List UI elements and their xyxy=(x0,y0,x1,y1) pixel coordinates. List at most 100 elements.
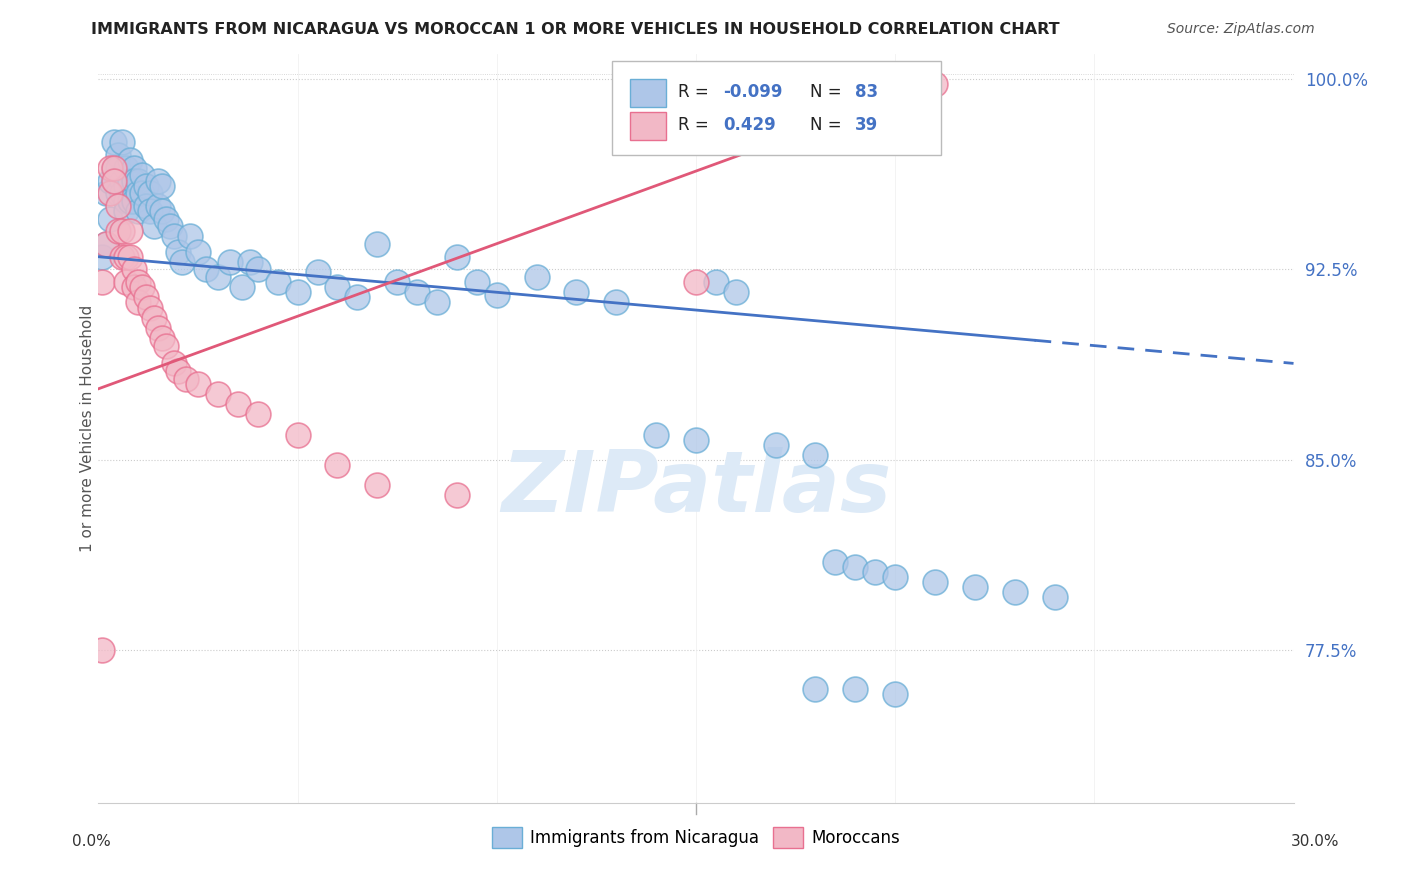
Point xyxy=(884,570,907,584)
Point xyxy=(127,295,149,310)
Point xyxy=(526,270,548,285)
Point xyxy=(804,448,827,462)
Text: -0.099: -0.099 xyxy=(724,83,783,101)
FancyBboxPatch shape xyxy=(630,112,666,140)
Text: 0.429: 0.429 xyxy=(724,116,776,134)
Point xyxy=(103,136,125,150)
Point xyxy=(150,331,173,345)
Point xyxy=(385,275,409,289)
Point xyxy=(1043,590,1066,604)
Point xyxy=(163,356,186,370)
Point xyxy=(143,219,166,234)
Point xyxy=(155,211,177,226)
Point xyxy=(446,250,468,264)
Text: 83: 83 xyxy=(855,83,877,101)
Point xyxy=(1004,585,1026,599)
Point xyxy=(139,204,162,219)
Point xyxy=(91,250,114,264)
Point xyxy=(267,275,290,289)
Point xyxy=(685,275,707,289)
Text: Source: ZipAtlas.com: Source: ZipAtlas.com xyxy=(1167,22,1315,37)
Point xyxy=(187,244,209,259)
Point xyxy=(115,178,138,193)
Text: 30.0%: 30.0% xyxy=(1291,834,1339,849)
Point xyxy=(231,280,253,294)
Point xyxy=(111,136,134,150)
Point xyxy=(406,285,429,300)
Point xyxy=(219,254,242,268)
Point xyxy=(326,280,349,294)
Point xyxy=(111,186,134,201)
Point xyxy=(115,275,138,289)
Point xyxy=(155,338,177,352)
Text: N =: N = xyxy=(810,116,846,134)
Point xyxy=(120,173,142,187)
Point xyxy=(98,173,122,187)
Point xyxy=(366,478,388,492)
Point xyxy=(96,237,118,252)
Point xyxy=(167,364,190,378)
Point xyxy=(172,254,194,268)
FancyBboxPatch shape xyxy=(613,61,941,154)
Point xyxy=(91,643,114,657)
Point xyxy=(724,285,747,300)
Point xyxy=(127,173,149,187)
Point xyxy=(148,199,170,213)
Point xyxy=(287,285,309,300)
Point xyxy=(207,270,229,285)
Point xyxy=(98,211,122,226)
Point xyxy=(111,173,134,187)
Point xyxy=(963,580,986,594)
Point xyxy=(844,681,866,696)
Point xyxy=(98,186,122,201)
Point xyxy=(148,321,170,335)
Point xyxy=(124,194,146,208)
Text: IMMIGRANTS FROM NICARAGUA VS MOROCCAN 1 OR MORE VEHICLES IN HOUSEHOLD CORRELATIO: IMMIGRANTS FROM NICARAGUA VS MOROCCAN 1 … xyxy=(91,22,1060,37)
Point xyxy=(103,161,125,175)
Point xyxy=(844,559,866,574)
Point xyxy=(115,204,138,219)
Point xyxy=(426,295,449,310)
Point xyxy=(765,438,787,452)
Text: R =: R = xyxy=(678,83,714,101)
Text: N =: N = xyxy=(810,83,846,101)
Point xyxy=(131,186,153,201)
Point xyxy=(246,407,269,421)
Point xyxy=(124,173,146,187)
Text: R =: R = xyxy=(678,116,714,134)
Point xyxy=(150,178,173,193)
Point xyxy=(605,295,627,310)
Legend: Immigrants from Nicaragua, Moroccans: Immigrants from Nicaragua, Moroccans xyxy=(485,821,907,855)
Point xyxy=(111,224,134,238)
FancyBboxPatch shape xyxy=(630,79,666,107)
Point xyxy=(107,199,129,213)
Point xyxy=(103,161,125,175)
Point xyxy=(565,285,588,300)
Point xyxy=(135,290,157,304)
Point xyxy=(924,574,946,589)
Point xyxy=(485,288,508,302)
Point xyxy=(704,275,727,289)
Point xyxy=(366,237,388,252)
Point xyxy=(127,204,149,219)
Point xyxy=(120,250,142,264)
Point xyxy=(207,387,229,401)
Point xyxy=(127,275,149,289)
Point xyxy=(111,250,134,264)
Point xyxy=(115,161,138,175)
Point xyxy=(167,244,190,259)
Point xyxy=(865,565,887,579)
Point xyxy=(139,301,162,315)
Point xyxy=(148,173,170,187)
Point xyxy=(107,148,129,162)
Point xyxy=(115,250,138,264)
Point xyxy=(824,554,846,568)
Point xyxy=(120,153,142,168)
Point xyxy=(287,427,309,442)
Point xyxy=(103,173,125,187)
Point xyxy=(159,219,181,234)
Point xyxy=(107,161,129,175)
Point xyxy=(804,681,827,696)
Point xyxy=(103,173,125,187)
Point xyxy=(124,262,146,277)
